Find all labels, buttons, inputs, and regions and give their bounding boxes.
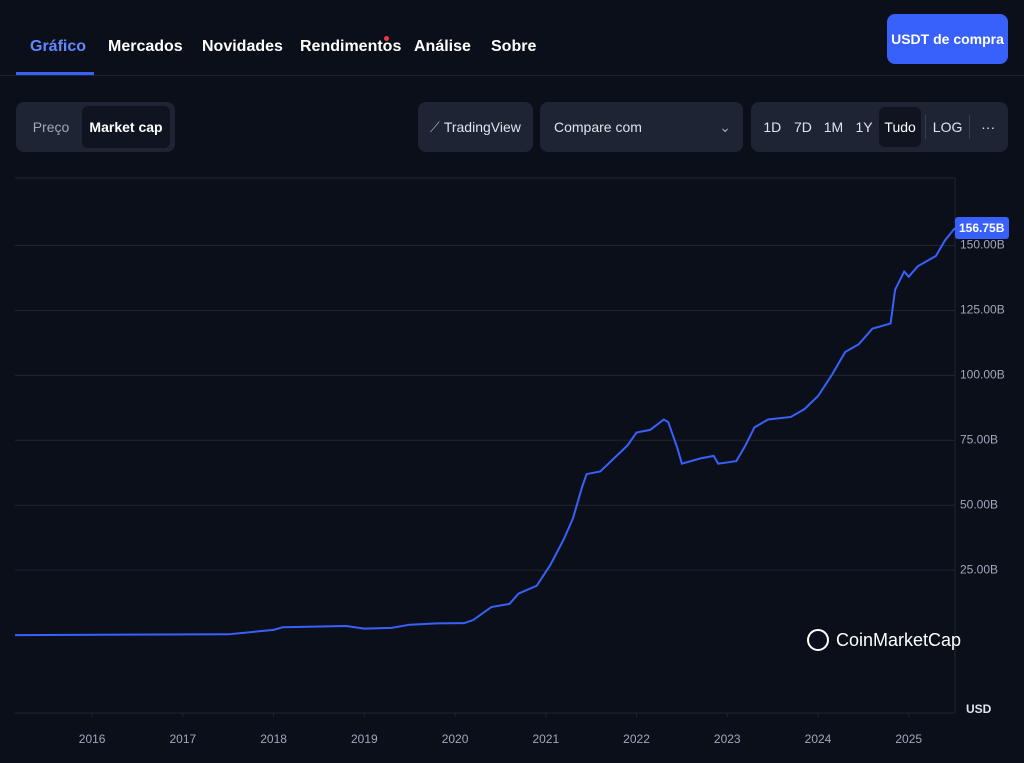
y-tick-label: 25.00B: [960, 562, 998, 576]
chevron: ⌄: [719, 118, 731, 135]
separator: [969, 115, 971, 139]
tab-underline: [16, 72, 94, 75]
x-tick-label: 2023: [714, 732, 741, 746]
y-tick-label: 50.00B: [960, 497, 998, 511]
series-line: [14, 227, 956, 637]
range-group: 1D 7D 1M 1Y Tudo LOG ···: [751, 102, 1008, 152]
more[interactable]: ···: [981, 119, 996, 135]
y-tick-label: 100.00B: [960, 368, 1005, 382]
separator: [924, 115, 926, 139]
y-tick-label: 75.00B: [960, 432, 998, 446]
tab[interactable]: Gráfico: [30, 38, 87, 55]
x-tick-label: 2018: [260, 732, 287, 746]
notification-dot: [384, 36, 389, 41]
range[interactable]: 1Y: [855, 119, 873, 135]
watermark: CoinMarketCap: [836, 630, 961, 650]
x-tick-label: 2019: [351, 732, 378, 746]
range[interactable]: 1M: [823, 119, 844, 135]
tab[interactable]: Sobre: [491, 38, 537, 55]
range[interactable]: 7D: [793, 119, 812, 135]
tradingview-button[interactable]: ⟋ TradingView: [418, 102, 533, 152]
x-tick-label: 2025: [895, 732, 922, 746]
label: TradingView: [443, 119, 521, 135]
divider: [0, 75, 1024, 76]
y-tick-label: 125.00B: [960, 303, 1005, 317]
toggle-option[interactable]: Preço: [32, 119, 70, 135]
label: Compare com: [554, 119, 642, 135]
x-tick-label: 2021: [532, 732, 559, 746]
x-tick-label: 2020: [442, 732, 469, 746]
range[interactable]: LOG: [932, 119, 963, 135]
currency-label: USD: [966, 702, 992, 716]
last-value-label: 156.75B: [959, 221, 1005, 235]
compare-dropdown[interactable]: Compare com ⌄: [540, 102, 743, 152]
icon: ⟋: [430, 118, 440, 135]
x-tick-label: 2016: [79, 732, 106, 746]
x-tick-label: 2022: [623, 732, 650, 746]
range[interactable]: 1D: [763, 119, 782, 135]
x-tick-label: 2024: [805, 732, 832, 746]
tab[interactable]: Rendimentos: [300, 38, 402, 55]
y-tick-label: 150.00B: [960, 238, 1005, 252]
tab[interactable]: Análise: [414, 38, 471, 55]
last-value-tag: [955, 216, 1009, 239]
toggle-option[interactable]: Market cap: [82, 106, 170, 148]
tab[interactable]: Novidades: [202, 38, 283, 55]
watermark-logo: [807, 629, 829, 651]
x-tick-label: 2017: [170, 732, 197, 746]
buy-button[interactable]: USDT de compra: [887, 14, 1008, 64]
toggle: Preço Market cap: [16, 102, 175, 152]
tab[interactable]: Mercados: [108, 38, 183, 55]
range[interactable]: Tudo: [879, 107, 921, 147]
